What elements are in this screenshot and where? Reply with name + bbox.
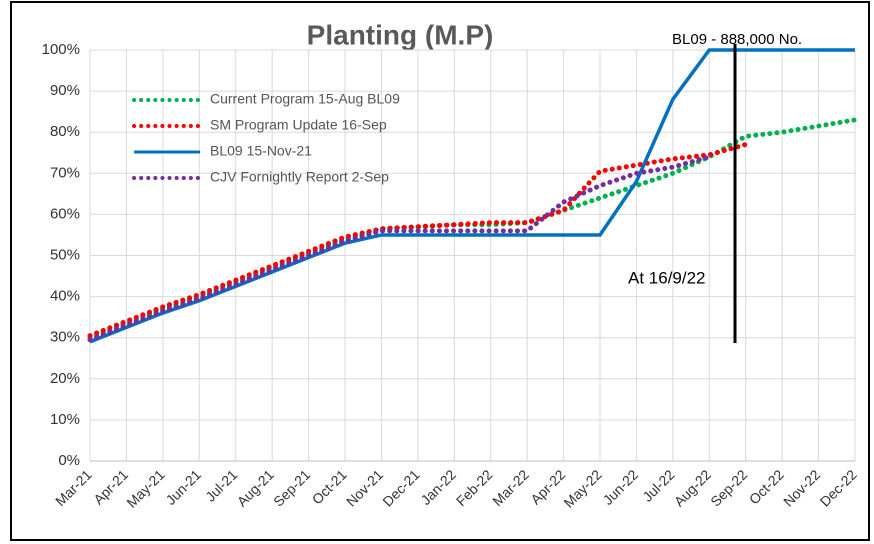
y-tick-label: 50% (50, 246, 80, 263)
annotation: BL09 - 888,000 No. (672, 31, 802, 48)
legend-label: SM Program Update 16-Sep (210, 117, 387, 133)
y-tick-label: 80% (50, 123, 80, 140)
y-tick-label: 40% (50, 288, 80, 305)
y-tick-label: 100% (42, 41, 80, 58)
annotation: At 16/9/22 (628, 268, 706, 287)
legend-label: Current Program 15-Aug BL09 (210, 91, 400, 107)
legend-label: BL09 15-Nov-21 (210, 143, 312, 159)
y-tick-label: 90% (50, 82, 80, 99)
chart-title: Planting (M.P) (307, 19, 494, 50)
series-line (87, 142, 749, 339)
y-tick-label: 30% (50, 329, 80, 346)
frame (10, 1, 870, 541)
legend-label: CJV Fornightly Report 2-Sep (210, 169, 389, 185)
y-tick-label: 10% (50, 411, 80, 428)
y-tick-label: 20% (50, 370, 80, 387)
y-tick-label: 0% (58, 452, 80, 469)
y-tick-label: 70% (50, 164, 80, 181)
y-tick-label: 60% (50, 205, 80, 222)
